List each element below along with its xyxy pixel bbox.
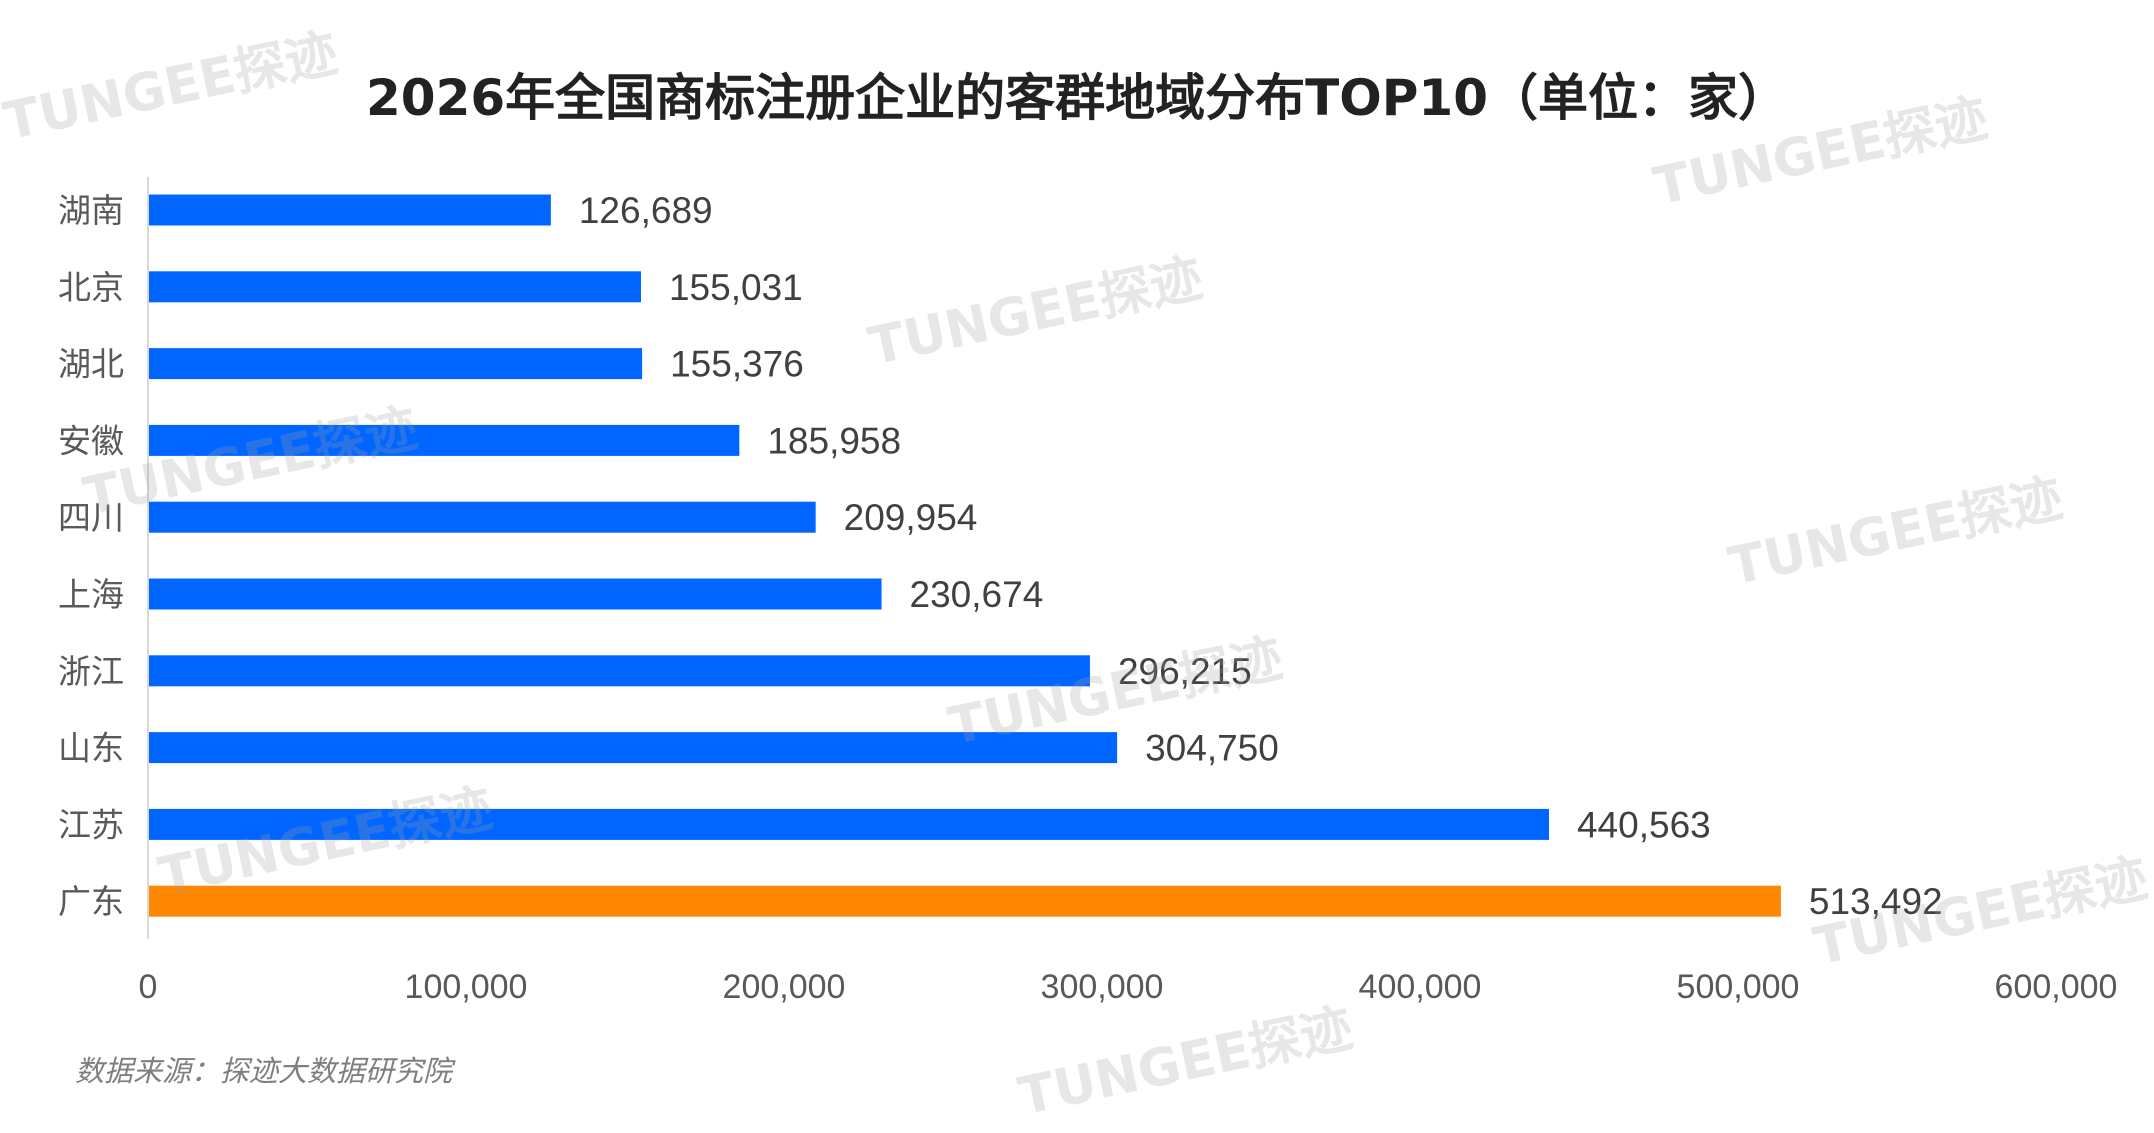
bar-湖北 [149,348,643,380]
x-tick-label: 500,000 [1677,968,1800,1006]
chart-title: 2026年全国商标注册企业的客群地域分布TOP10（单位：家） [366,69,1788,127]
bar-广东 [149,885,1781,917]
bar-山东 [149,732,1118,764]
category-label: 湖北 [58,345,124,384]
bar-江苏 [149,808,1549,840]
x-tick-label: 400,000 [1359,968,1482,1006]
bar-北京 [149,271,641,303]
category-label: 山东 [58,729,124,768]
category-label: 上海 [58,575,124,614]
category-label: 北京 [58,268,124,307]
category-label: 江苏 [58,805,124,844]
data-label: 155,376 [670,344,804,385]
category-label: 四川 [58,498,124,537]
x-tick-label: 100,000 [405,968,528,1006]
category-label: 安徽 [58,421,124,460]
data-label: 209,954 [844,497,978,538]
data-label: 440,563 [1577,804,1711,845]
data-label: 513,492 [1809,881,1943,922]
x-tick-label: 600,000 [1995,968,2118,1006]
data-label: 304,750 [1145,728,1279,769]
data-label: 296,215 [1118,651,1252,692]
data-label: 230,674 [910,574,1044,615]
category-label: 湖南 [58,191,124,230]
data-label: 155,031 [669,267,803,308]
data-label: 185,958 [767,420,901,461]
x-tick-label: 300,000 [1041,968,1164,1006]
x-tick-label: 0 [139,968,158,1006]
source-note: 数据来源：探迹大数据研究院 [75,1054,453,1088]
bar-浙江 [149,655,1090,687]
data-label: 126,689 [579,190,713,231]
category-label: 广东 [58,882,124,921]
x-tick-label: 200,000 [723,968,846,1006]
category-label: 浙江 [58,652,124,691]
bar-四川 [149,501,816,533]
bar-安徽 [149,424,740,456]
bar-上海 [149,578,882,610]
bar-湖南 [149,194,551,226]
